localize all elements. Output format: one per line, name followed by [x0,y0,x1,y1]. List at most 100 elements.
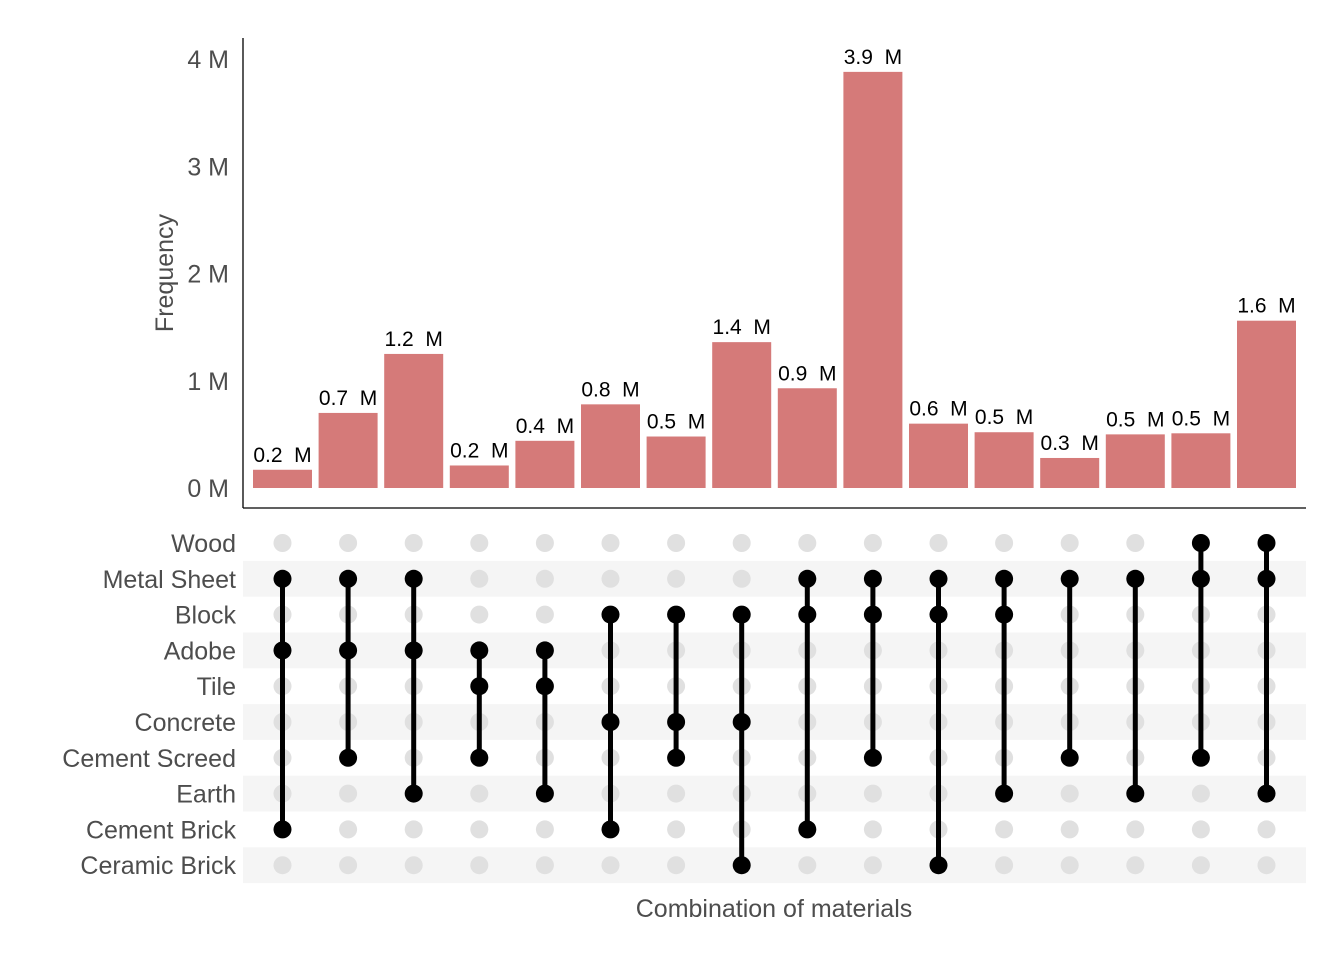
matrix-dot-inactive [339,784,358,803]
bar [646,436,706,488]
matrix-dot-inactive [667,784,686,803]
matrix-dot-inactive [470,856,489,875]
matrix-dot-inactive [601,534,620,552]
matrix-dot-inactive [601,856,620,875]
matrix-dot-inactive [798,534,817,552]
matrix-dot-active [601,820,620,839]
bar-value-labels: 0.2 M 0.7 M 1.2 M 0.2 M 0.4 M 0.8 M 0.5 M 1.4 M… [253,46,1295,467]
matrix-dot-inactive [863,784,882,803]
bar [974,432,1034,488]
matrix-dot-active [470,677,489,696]
matrix-dot-inactive [995,820,1014,839]
matrix-dot-active [1126,784,1145,803]
y-tick-label: 4 M [187,46,229,74]
matrix-dot-active [339,569,358,588]
set-label: Ceramic Brick [80,852,236,880]
matrix-dot-inactive [535,534,554,552]
matrix-stripes [243,560,1306,884]
matrix-dot-inactive [470,605,489,624]
matrix-dot-inactive [1126,820,1145,839]
bar-value-label: 1.6 M [1237,295,1295,318]
matrix-dot-inactive [995,534,1014,552]
bar [712,342,772,488]
matrix-dot-active [1060,748,1079,767]
matrix-dot-active [1257,784,1276,803]
bar-value-label: 0.8 M [581,378,639,401]
matrix-dot-active [798,820,817,839]
bar [581,404,640,488]
bar [777,388,837,488]
bar-value-label: 0.5 M [975,406,1033,429]
set-labels: Wood Metal Sheet Block Adobe Tile Concrete Cem… [62,530,236,880]
matrix-dot-active [273,569,292,588]
matrix-dot-inactive [1191,856,1210,875]
bar-value-label: 0.6 M [909,398,967,421]
matrix-dot-inactive [273,856,292,875]
y-tick-label: 0 M [187,475,229,503]
matrix-stripe-row [243,704,1306,740]
matrix-dot-inactive [863,534,882,552]
matrix-dot-inactive [1126,856,1145,875]
matrix-dot-inactive [339,534,358,552]
matrix-dot-inactive [535,569,554,588]
bar [384,353,444,488]
matrix-dot-inactive [1191,820,1210,839]
matrix-dot-inactive [404,856,423,875]
matrix-dot-inactive [535,605,554,624]
matrix-dot-inactive [1060,784,1079,803]
matrix-dot-active [798,605,817,624]
matrix-dot-inactive [732,569,751,588]
bar [1171,433,1231,488]
matrix-dot-active [535,784,554,803]
matrix-dot-active [404,784,423,803]
y-axis-title: Frequency [151,213,179,332]
bar-value-label: 0.7 M [319,387,377,410]
bar [1105,434,1165,488]
bar [515,440,575,488]
bar-value-label: 0.5 M [1106,408,1164,431]
matrix-dot-inactive [1257,820,1276,839]
y-tick-label: 3 M [187,153,229,181]
matrix-dot-active [470,641,489,660]
bar-value-label: 3.9 M [844,46,902,69]
matrix-dot-active [732,605,751,624]
matrix-dot-inactive [404,534,423,552]
matrix-stripe-row [243,632,1306,669]
matrix-dot-active [339,641,358,660]
bar [1040,457,1100,488]
matrix-dot-inactive [1060,534,1079,552]
matrix-dot-inactive [470,534,489,552]
matrix-dot-inactive [470,784,489,803]
matrix-dot-inactive [667,534,686,552]
matrix-stripe-row [243,560,1306,597]
matrix-dot-active [1191,569,1210,588]
matrix-dot-active [404,569,423,588]
matrix-stripe-row [243,775,1306,812]
matrix-dot-active [863,605,882,624]
set-label: Metal Sheet [103,566,236,594]
matrix-dot-active [732,856,751,875]
matrix-dot-inactive [601,569,620,588]
matrix-dot-active [339,748,358,767]
set-label: Cement Screed [62,745,236,773]
matrix-dot-inactive [1060,820,1079,839]
matrix-dot-inactive [273,534,292,552]
matrix-dot-inactive [1191,784,1210,803]
matrix-dot-inactive [732,534,751,552]
bar-value-label: 0.5 M [1172,407,1230,430]
matrix-dot-active [732,713,751,731]
y-tick-label: 2 M [187,261,229,289]
bar [843,71,903,489]
bar-value-label: 1.4 M [713,316,771,339]
matrix-dot-active [273,641,292,660]
matrix-dot-active [863,569,882,588]
matrix-dot-inactive [929,534,948,552]
matrix-dot-active [667,748,686,767]
matrix-dot-inactive [535,856,554,875]
set-label: Adobe [164,637,236,665]
matrix-dot-active [995,605,1014,624]
matrix-dot-active [1191,748,1210,767]
bar-value-label: 0.5 M [647,411,705,434]
bar [909,423,968,488]
